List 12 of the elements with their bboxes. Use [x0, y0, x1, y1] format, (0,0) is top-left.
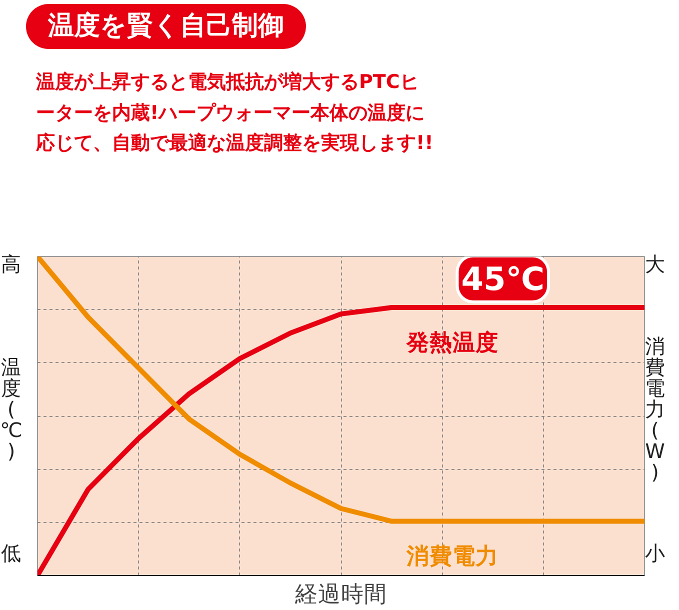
text: 大: [645, 251, 665, 278]
chart-title: 温度を賢く自己制御: [26, 4, 306, 50]
series-label: 消費電力: [405, 544, 498, 570]
series-label: 発熱温度: [405, 328, 498, 356]
text: 高: [1, 251, 22, 278]
y2-axis-title: 消費電力(W): [645, 334, 665, 484]
chart-subtitle: 温度が上昇すると電気抵抗が増大するPTCヒーターを内蔵!ハープウォーマー本体の温度に応じて、自動で最適な温度調整を実現します!!: [36, 70, 434, 156]
text: 小: [645, 540, 665, 568]
text: 低: [1, 540, 22, 568]
y-axis-title: 温度(℃): [0, 354, 22, 462]
annotation: 45℃: [461, 260, 545, 298]
x-axis-title: 経過時間: [294, 582, 387, 608]
